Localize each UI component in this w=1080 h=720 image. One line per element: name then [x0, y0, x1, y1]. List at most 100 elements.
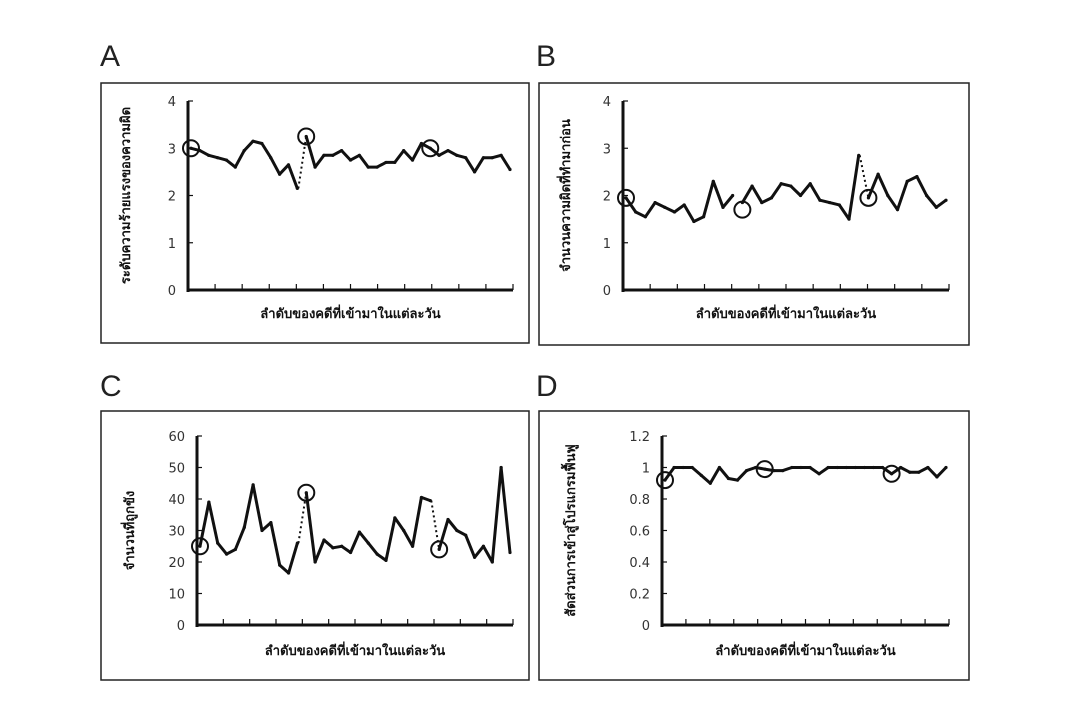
data-point	[207, 153, 211, 157]
data-point	[726, 476, 731, 481]
x-axis-label: ลำดับของคดีที่เข้ามาในแต่ละวัน	[260, 304, 441, 322]
data-point	[295, 541, 300, 545]
data-point	[260, 528, 264, 533]
data-point	[763, 467, 767, 471]
data-point	[672, 465, 676, 470]
data-point	[781, 469, 785, 473]
data-point	[624, 196, 628, 200]
data-point	[286, 571, 291, 575]
panel-letter-d: D	[536, 370, 558, 403]
data-point	[269, 521, 273, 525]
data-point	[769, 196, 774, 200]
y-tick-label: 4	[168, 95, 176, 110]
data-point	[876, 172, 880, 176]
data-point	[215, 156, 220, 160]
data-point	[260, 141, 264, 146]
chart-panel-d: 0 0.2 0.4 0.6 0.8 1 1.2 ลำดับของคดีที่เข้ามาในแ…	[538, 410, 970, 681]
data-point	[428, 146, 432, 150]
data-point	[446, 149, 450, 153]
circled-marker	[656, 471, 674, 490]
data-point	[455, 153, 459, 157]
data-point	[798, 193, 803, 198]
data-point	[808, 465, 812, 470]
x-axis-label: ลำดับของคดีที่เข้ามาในแต่ละวัน	[696, 304, 877, 322]
circled-marker	[191, 537, 209, 556]
y-tick-label: 0	[603, 284, 611, 299]
data-point	[490, 560, 494, 564]
data-point	[322, 538, 326, 542]
data-point	[331, 153, 335, 157]
data-point	[455, 528, 459, 533]
series-line	[663, 466, 948, 485]
data-point	[681, 465, 685, 470]
data-point	[233, 547, 238, 552]
series-line	[867, 172, 947, 212]
data-point	[189, 146, 193, 150]
data-point	[393, 160, 397, 165]
data-point	[198, 544, 202, 548]
circled-marker	[297, 127, 316, 146]
y-tick-label: 0.2	[629, 588, 650, 603]
data-point	[750, 184, 754, 188]
data-point	[402, 149, 406, 153]
data-point	[701, 215, 706, 219]
data-point	[917, 470, 921, 474]
data-point	[663, 205, 667, 209]
data-point	[699, 473, 703, 477]
data-point	[446, 517, 450, 522]
circled-marker	[421, 139, 440, 158]
data-point	[313, 560, 317, 564]
data-point	[908, 470, 912, 474]
data-point	[233, 165, 237, 169]
data-point	[357, 153, 361, 157]
circled-marker	[617, 188, 635, 207]
series-line	[741, 155, 861, 221]
x-axis-label: ลำดับของคดีที่เข้ามาในแต่ละวัน	[265, 641, 446, 659]
data-point	[384, 160, 388, 165]
panel-frame	[100, 410, 530, 681]
data-point	[437, 547, 441, 552]
y-tick-label: 0	[168, 284, 176, 299]
data-point	[721, 205, 725, 209]
data-point	[393, 516, 397, 520]
y-axis-label: ระดับความร้ายแรงของความผิด	[118, 107, 134, 284]
data-point	[490, 156, 494, 160]
data-point	[871, 465, 876, 470]
data-point	[735, 478, 740, 482]
data-point	[835, 465, 839, 470]
circled-marker	[755, 460, 774, 479]
y-tick-label: 2	[168, 190, 176, 205]
data-point	[437, 153, 441, 157]
data-point	[760, 200, 764, 205]
data-point	[844, 465, 848, 470]
y-axis-label: จำนวนที่ถูกขัง	[120, 491, 138, 571]
data-point	[508, 167, 512, 172]
data-point	[410, 158, 415, 162]
circled-marker	[733, 200, 752, 219]
y-tick-label: 3	[603, 142, 611, 157]
data-point	[663, 478, 667, 482]
y-tick-label: 40	[168, 493, 185, 508]
data-point	[808, 182, 812, 186]
data-point	[340, 544, 344, 548]
data-point	[944, 198, 948, 202]
y-tick-label: 3	[168, 142, 176, 157]
y-tick-label: 60	[168, 430, 185, 445]
data-point	[313, 165, 317, 169]
y-tick-label: 1	[603, 237, 611, 252]
data-point	[464, 533, 468, 537]
y-tick-label: 0	[642, 619, 650, 634]
data-point	[242, 525, 246, 529]
data-point	[866, 196, 871, 200]
data-point	[717, 465, 721, 470]
data-point	[224, 158, 229, 162]
data-point	[499, 465, 503, 470]
dotted-link	[297, 492, 308, 544]
data-point	[340, 149, 344, 153]
data-point	[828, 200, 832, 205]
data-point	[269, 156, 273, 160]
series-line	[437, 466, 512, 564]
y-tick-label: 30	[168, 525, 185, 540]
data-point	[672, 210, 677, 214]
data-point	[847, 217, 851, 221]
